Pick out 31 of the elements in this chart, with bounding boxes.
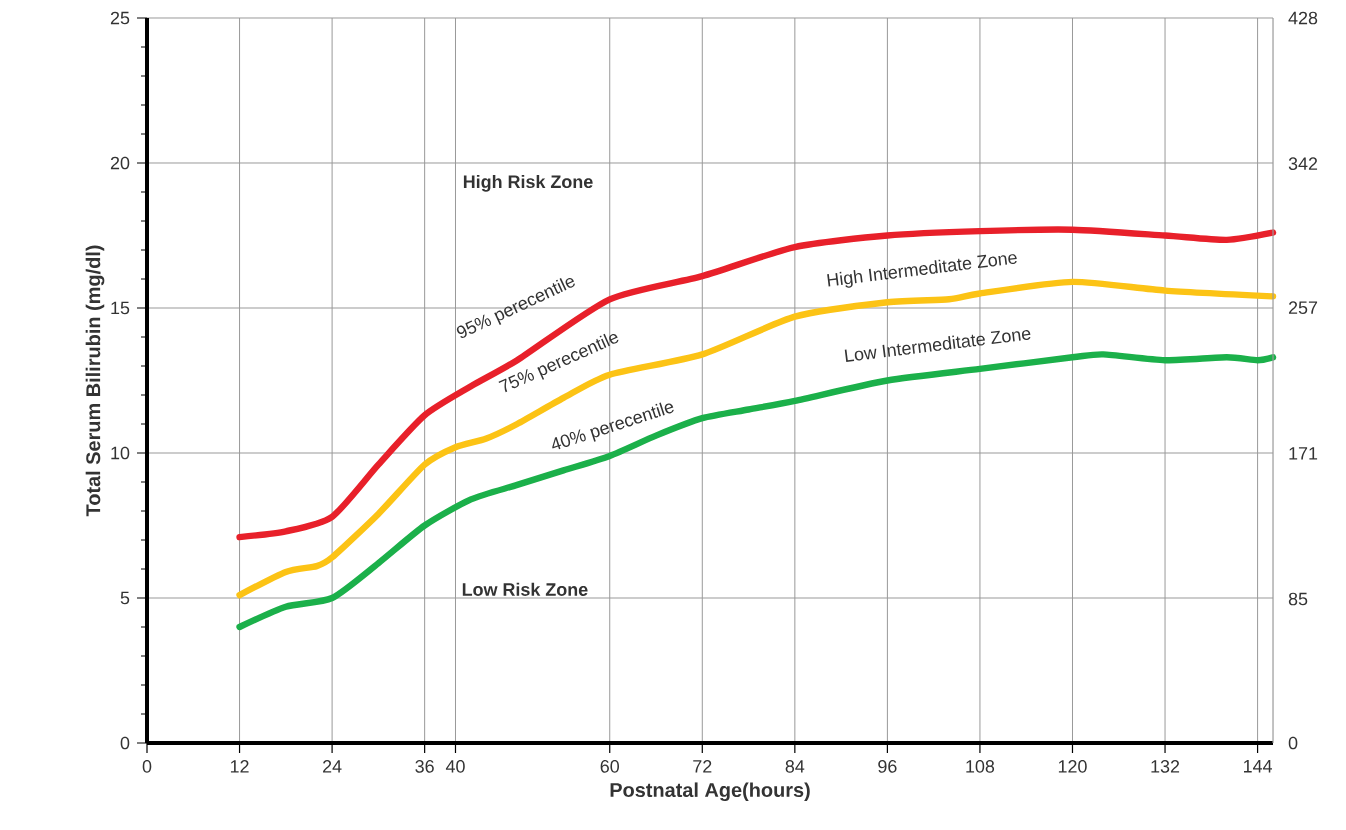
y2-tick-label: 171: [1289, 447, 1318, 460]
x-tick-label: 120: [1058, 760, 1087, 773]
y-tick-label: 25: [110, 11, 130, 25]
y2-tick-label: 85: [1288, 592, 1308, 606]
x-tick-label: 108: [966, 760, 995, 773]
y-tick-label: 10: [111, 446, 130, 460]
x-tick-label: 72: [693, 760, 712, 773]
annotation: Low Intermeditate Zone: [844, 330, 1031, 362]
y2-tick-label: 342: [1288, 157, 1318, 171]
x-tick-label: 12: [230, 760, 249, 773]
annotation: High Risk Zone: [463, 174, 593, 192]
annotation: High Intermeditate Zone: [827, 254, 1017, 288]
y-tick-label: 5: [120, 591, 130, 605]
y-axis-title: Total Serum Bilirubin (mg/dl): [85, 245, 105, 517]
x-tick-label: 132: [1151, 760, 1180, 773]
x-tick-label: 60: [600, 760, 620, 773]
x-tick-label: 96: [878, 760, 897, 773]
x-tick-label: 0: [142, 760, 152, 773]
y-tick-label: 15: [111, 301, 130, 315]
x-tick-label: 84: [785, 760, 805, 773]
y-tick-label: 0: [120, 736, 130, 750]
x-tick-label: 144: [1244, 760, 1272, 773]
y2-tick-label: 428: [1288, 11, 1318, 25]
x-tick-label: 36: [415, 760, 434, 773]
x-tick-label: 24: [323, 760, 342, 773]
y-tick-label: 20: [110, 156, 130, 170]
x-axis-title: Postnatal Age(hours): [610, 782, 810, 802]
x-tick-label: 40: [445, 760, 465, 773]
y2-tick-label: 0: [1288, 736, 1298, 750]
annotation: Low Risk Zone: [462, 582, 588, 596]
y2-tick-label: 257: [1288, 301, 1318, 315]
